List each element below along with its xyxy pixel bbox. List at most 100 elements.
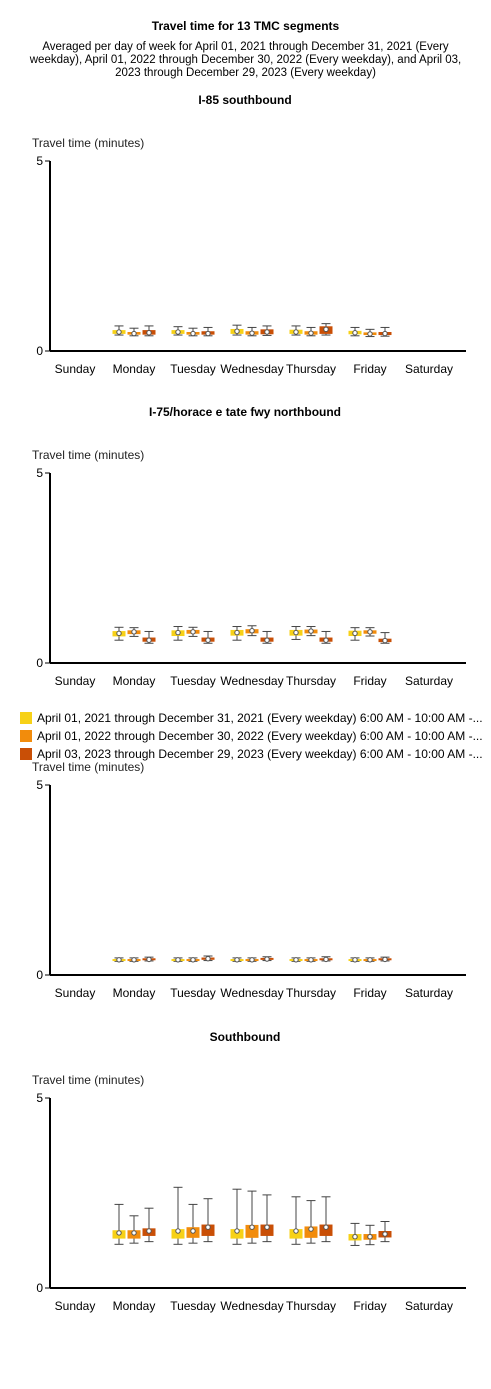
panel-title: I-75/horace e tate fwy northbound <box>149 405 341 419</box>
median-marker <box>190 629 196 635</box>
box-mark <box>112 626 126 641</box>
legend-item-2021[interactable]: April 01, 2021 through December 31, 2021… <box>20 710 491 728</box>
x-tick-label: Sunday <box>55 674 96 688</box>
median-marker <box>234 1228 240 1234</box>
box-mark <box>186 626 200 637</box>
chart-panel-3: Travel time (minutes) 0 5 Sunday Monday Tuesd… <box>32 760 466 1000</box>
y-tick-label: 5 <box>36 154 43 168</box>
median-marker <box>146 637 152 643</box>
x-tick-label: Thursday <box>286 674 336 688</box>
box-body <box>304 1226 318 1238</box>
median-marker <box>367 1234 373 1240</box>
x-tick-label: Saturday <box>405 986 453 1000</box>
box-mark <box>260 630 274 644</box>
box-body <box>245 1224 259 1238</box>
box-mark <box>186 1203 200 1244</box>
box-mark <box>289 1196 303 1245</box>
legend-label-2021: April 01, 2021 through December 31, 2021… <box>37 711 483 725</box>
x-tick-label: Friday <box>353 1299 386 1313</box>
legend-label-2023: April 03, 2023 through December 29, 2023… <box>37 747 483 761</box>
median-marker <box>175 329 181 335</box>
box-mark <box>201 630 215 644</box>
median-marker <box>352 630 358 637</box>
box-mark <box>142 630 156 644</box>
median-marker <box>367 957 373 963</box>
median-marker <box>249 957 255 963</box>
box-mark <box>245 1190 259 1244</box>
box-mark <box>201 326 215 337</box>
median-marker <box>352 1234 358 1240</box>
median-marker <box>146 330 152 336</box>
median-marker <box>190 330 196 337</box>
median-marker <box>190 957 196 963</box>
x-tick-label: Monday <box>113 362 156 376</box>
y-tick-label: 0 <box>36 968 43 982</box>
chart-panel-1: I-85 southbound Travel time (minutes) 0 5 Su… <box>32 93 466 376</box>
x-tick-label: Monday <box>113 1299 156 1313</box>
box-mark <box>142 325 156 337</box>
x-tick-label: Wednesday <box>220 1299 283 1313</box>
median-marker <box>367 629 373 635</box>
box-mark <box>378 956 392 963</box>
legend-item-2022[interactable]: April 01, 2022 through December 30, 2022… <box>20 728 491 746</box>
median-marker <box>264 329 270 335</box>
median-marker <box>382 956 388 963</box>
x-tick-label: Wednesday <box>220 986 283 1000</box>
x-tick-label: Sunday <box>55 1299 96 1313</box>
box-mark <box>112 325 126 336</box>
legend-swatch-2022 <box>20 730 32 742</box>
y-tick-label: 5 <box>36 1091 43 1105</box>
median-marker <box>205 1224 211 1230</box>
median-marker <box>293 329 299 335</box>
x-tick-label: Thursday <box>286 986 336 1000</box>
box-mark <box>319 956 333 963</box>
box-mark <box>230 324 244 336</box>
median-marker <box>382 330 388 337</box>
y-tick-label: 0 <box>36 1281 43 1295</box>
median-marker <box>293 957 299 963</box>
median-marker <box>367 331 373 337</box>
panel-title: Southbound <box>210 1030 281 1044</box>
median-marker <box>116 1230 122 1236</box>
median-marker <box>249 1224 255 1230</box>
box-mark <box>171 1186 185 1245</box>
x-tick-label: Tuesday <box>170 986 216 1000</box>
box-mark <box>112 957 126 963</box>
x-tick-label: Wednesday <box>220 362 283 376</box>
box-mark <box>289 626 303 640</box>
median-marker <box>293 629 299 636</box>
median-marker <box>234 328 240 334</box>
x-tick-label: Saturday <box>405 1299 453 1313</box>
x-tick-label: Monday <box>113 986 156 1000</box>
x-tick-label: Wednesday <box>220 674 283 688</box>
x-tick-label: Saturday <box>405 362 453 376</box>
y-axis-label: Travel time (minutes) <box>32 760 144 774</box>
median-marker <box>323 956 329 963</box>
median-marker <box>264 1224 270 1230</box>
box-mark <box>363 328 377 338</box>
legend-swatch-2023 <box>20 748 32 760</box>
box-mark <box>260 956 274 962</box>
median-marker <box>352 330 358 336</box>
box-mark <box>378 1221 392 1243</box>
median-marker <box>234 629 240 636</box>
box-body <box>230 1229 244 1239</box>
legend-label-2022: April 01, 2022 through December 30, 2022… <box>37 729 483 743</box>
box-mark <box>304 1200 318 1244</box>
median-marker <box>264 637 270 643</box>
median-marker <box>116 329 122 335</box>
x-tick-label: Thursday <box>286 1299 336 1313</box>
median-marker <box>116 957 122 963</box>
x-tick-label: Sunday <box>55 362 96 376</box>
box-mark <box>142 956 156 963</box>
y-axis-label: Travel time (minutes) <box>32 448 144 462</box>
median-marker <box>264 956 270 962</box>
median-marker <box>190 1228 196 1234</box>
median-marker <box>249 628 255 634</box>
box-mark <box>112 1203 126 1245</box>
box-mark <box>201 955 215 962</box>
median-marker <box>234 957 240 963</box>
box-body <box>319 1224 333 1236</box>
legend: April 01, 2021 through December 31, 2021… <box>20 710 491 764</box>
legend-item-2023[interactable]: April 03, 2023 through December 29, 2023… <box>20 746 491 764</box>
